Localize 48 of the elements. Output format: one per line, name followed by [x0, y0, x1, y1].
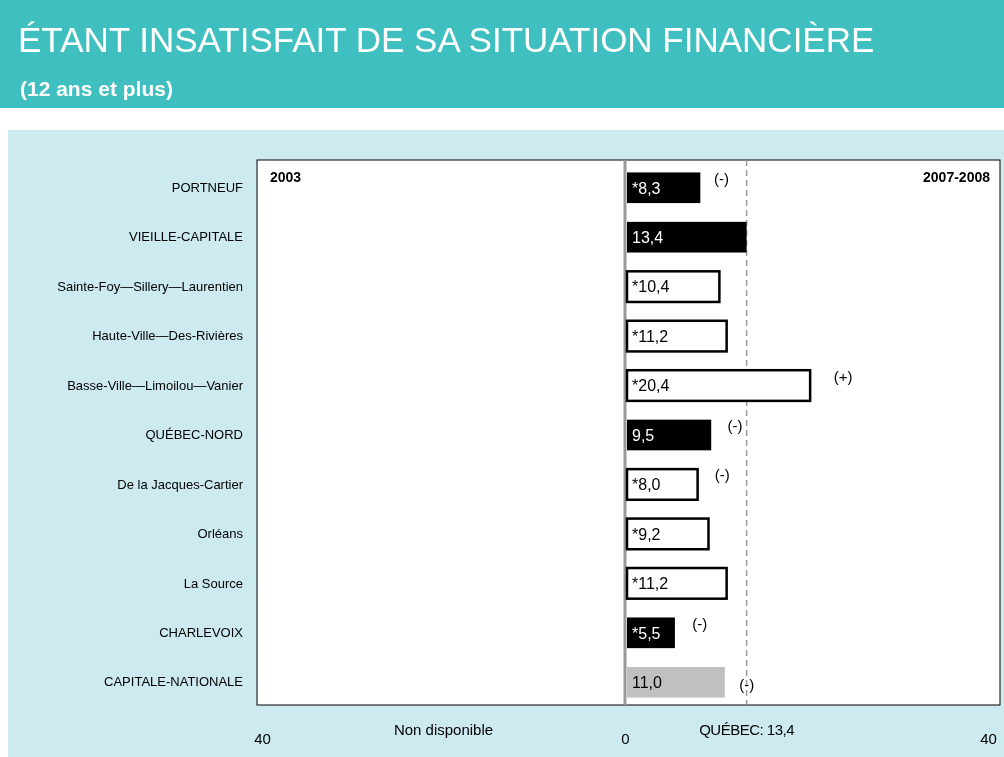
data-label: *9,2: [632, 525, 661, 543]
annotation: (-): [692, 614, 708, 632]
y-tick-label: CAPITALE-NATIONALE: [104, 674, 244, 690]
x-tick-label: 40: [980, 729, 997, 747]
annotation: 2003: [270, 169, 302, 185]
x-tick-label: 0: [621, 729, 630, 747]
text: Non disponible: [393, 721, 494, 738]
data-label: *8,3: [632, 179, 661, 197]
annotation: (-): [739, 676, 755, 694]
bar: [627, 221, 747, 253]
ref-line-label: QUÉBEC: 13,4: [699, 721, 795, 738]
annotation: (+): [833, 367, 853, 385]
chart-title: ÉTANT INSATISFAIT DE SA SITUATION FINANCIÈRE: [18, 20, 875, 59]
data-label: *8,0: [632, 476, 661, 494]
data-label: 9,5: [632, 426, 655, 444]
bar: [625, 517, 710, 551]
data-label: *11,2: [632, 575, 669, 593]
y-tick-label: Basse-Ville—Limoilou—Vanier: [67, 377, 244, 393]
y-tick-label: QUÉBEC-NORD: [145, 427, 243, 443]
bar: [625, 270, 721, 304]
data-label: *10,4: [632, 278, 670, 296]
annotation: (-): [713, 169, 729, 187]
data-label: 13,4: [632, 228, 664, 246]
annotation: (-): [714, 466, 730, 484]
annotation: 2007-2008: [923, 169, 991, 185]
y-tick-label: La Source: [183, 575, 243, 591]
bar: [627, 617, 675, 649]
y-tick-label: Haute-Ville—Des-Rivières: [92, 328, 244, 344]
y-tick-label: Orléans: [197, 526, 244, 542]
y-tick-label: De la Jacques-Cartier: [117, 476, 244, 492]
bar: [625, 467, 699, 502]
bar: [627, 666, 725, 698]
bar: [627, 419, 712, 451]
data-label: *11,2: [632, 327, 669, 345]
y-tick-label: Sainte-Foy—Sillery—Laurentien: [57, 278, 243, 294]
chart-subtitle: (12 ans et plus): [20, 77, 173, 100]
data-label: *5,5: [632, 624, 661, 642]
bar: [625, 566, 728, 600]
x-tick-label: 40: [254, 729, 271, 747]
y-tick-label: CHARLEVOIX: [159, 624, 244, 640]
bar: [625, 319, 728, 353]
annotation: (-): [727, 417, 743, 434]
y-tick-label: VIEILLE-CAPITALE: [129, 229, 244, 245]
data-label: 11,0: [632, 674, 663, 692]
y-tick-label: PORTNEUF: [171, 179, 244, 195]
data-label: *20,4: [632, 377, 670, 395]
bar: [625, 368, 812, 403]
bar: [627, 172, 701, 204]
